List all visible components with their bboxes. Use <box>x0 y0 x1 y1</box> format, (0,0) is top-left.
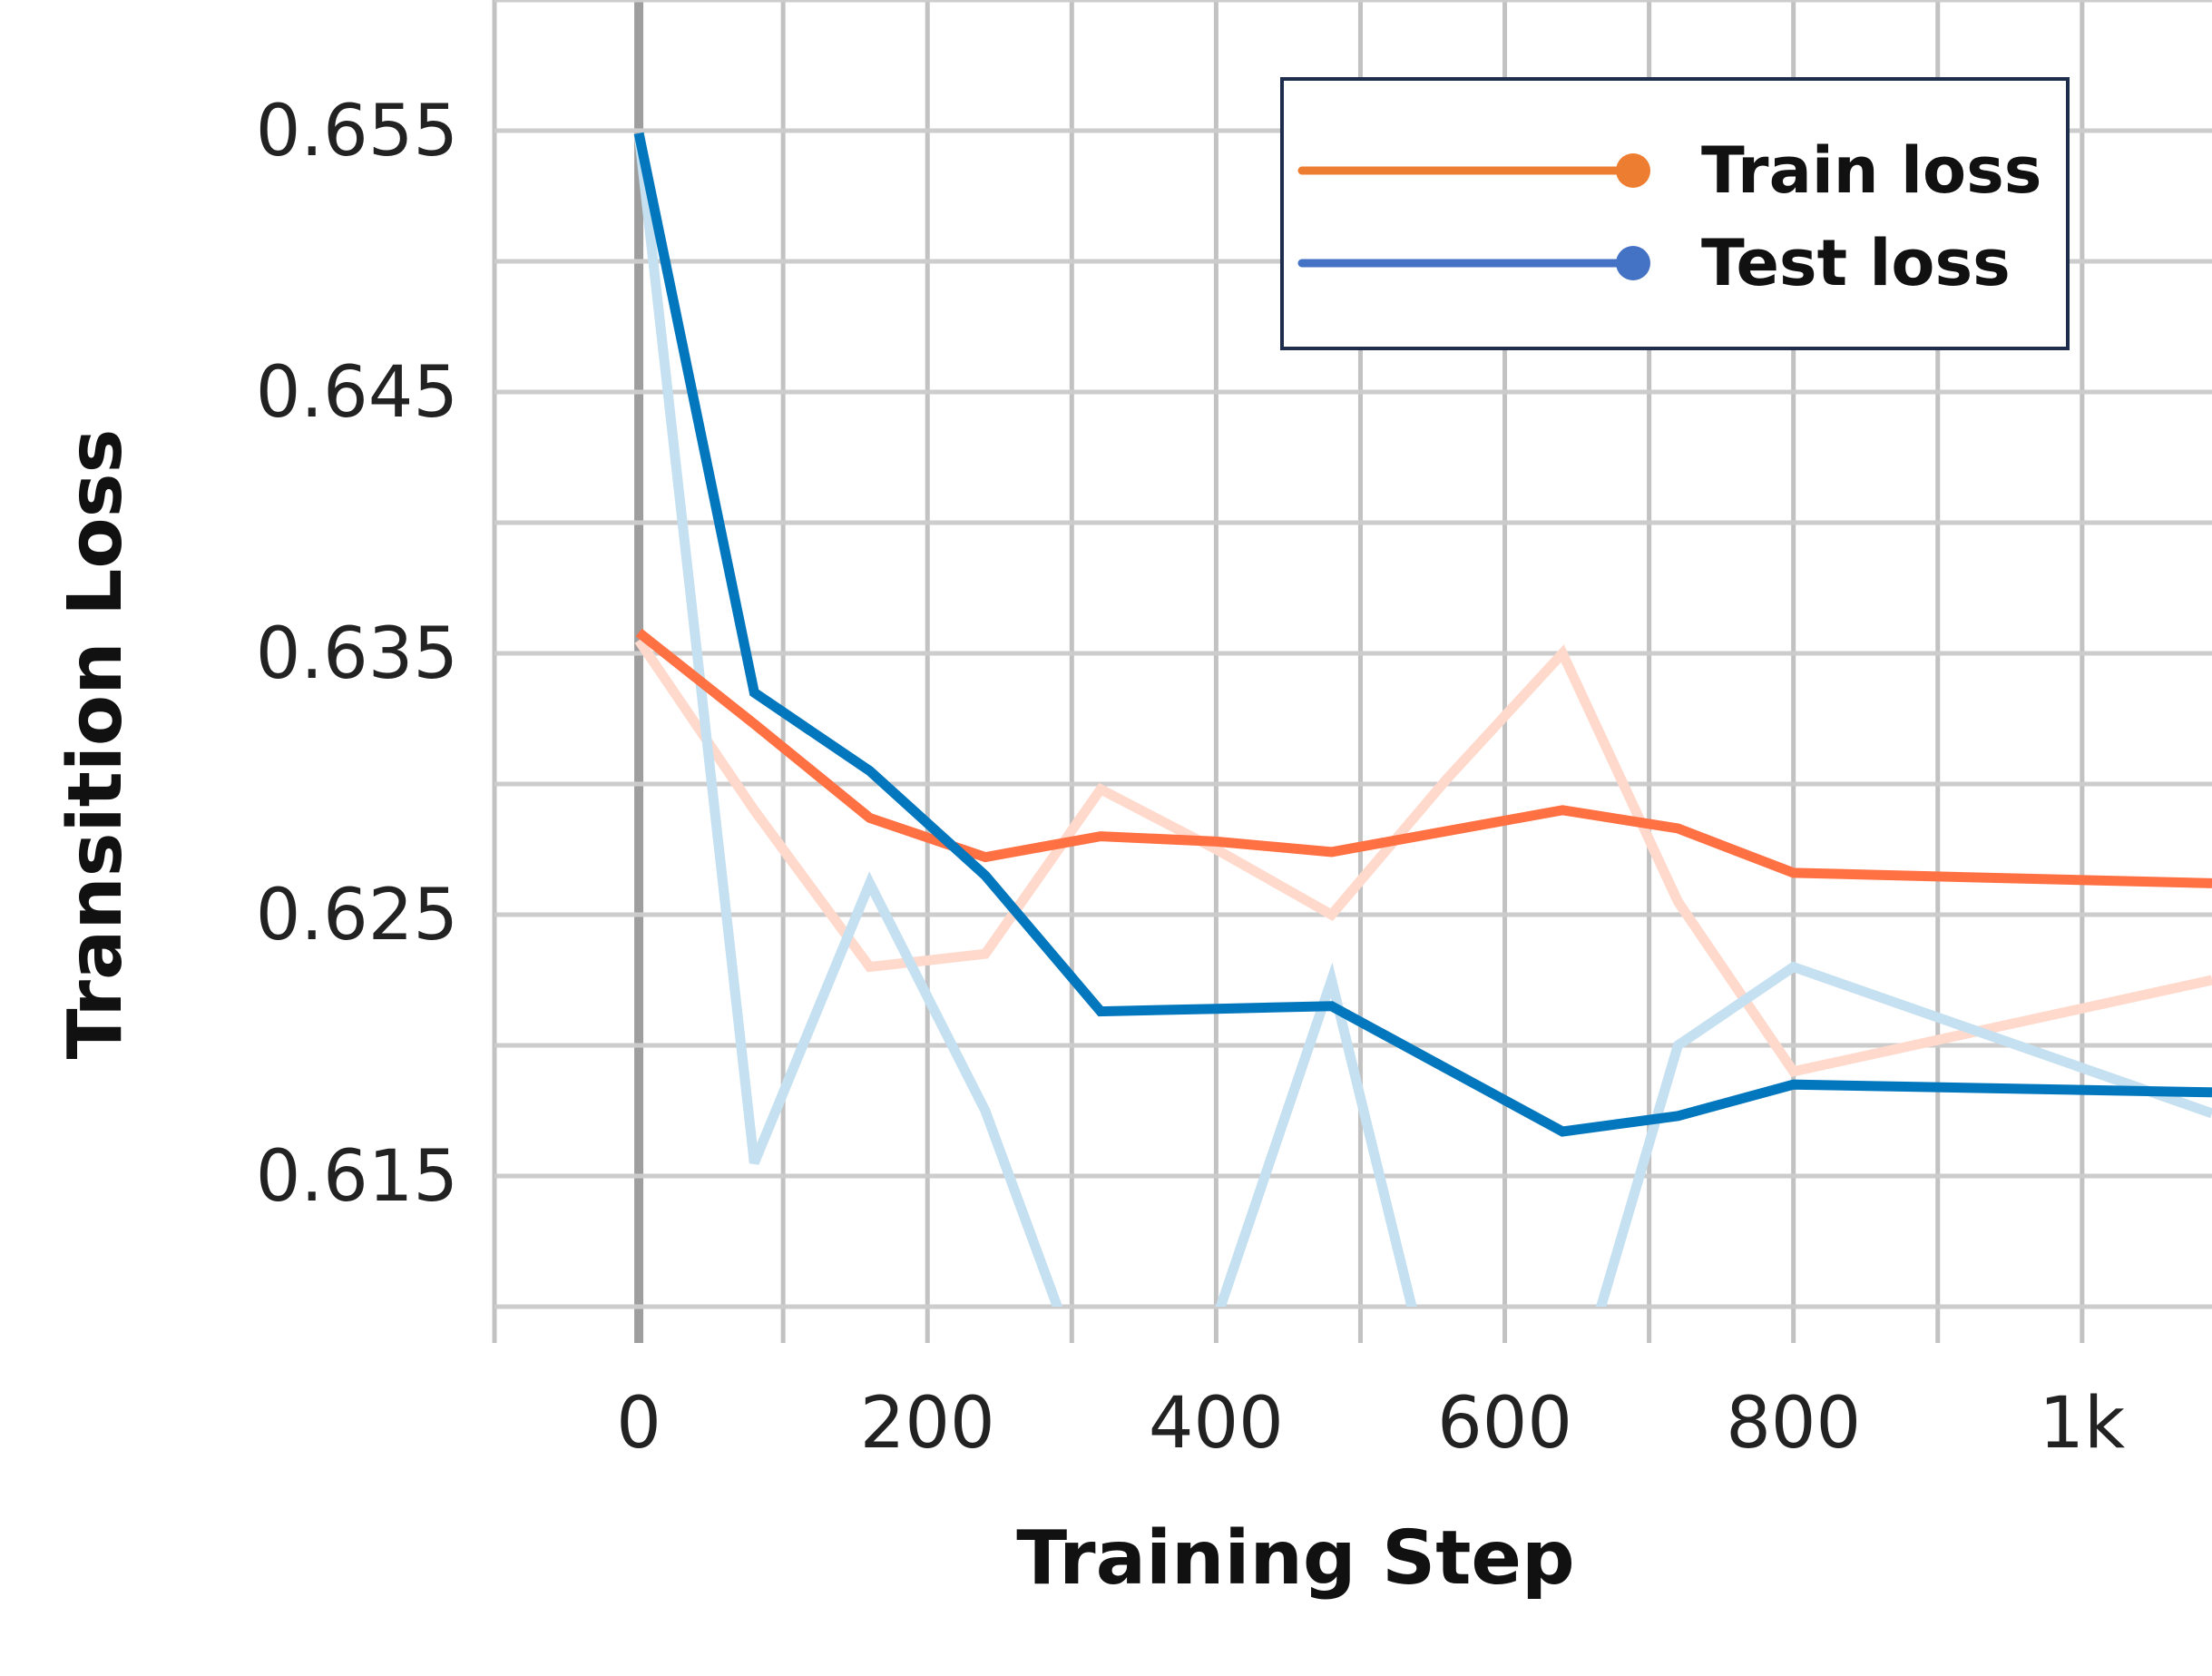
series-line-test <box>633 132 2212 1137</box>
legend-item-train: Train loss <box>1297 133 2041 208</box>
y-axis-ticks: 0.615 0.625 0.635 0.645 0.655 <box>256 91 458 1218</box>
legend: Train loss Test loss <box>1280 77 2070 350</box>
legend-box <box>1280 77 2070 350</box>
legend-swatch-dot-train <box>1616 153 1650 188</box>
x-tick-label: 0 <box>616 1383 661 1465</box>
y-axis-title: Transition Loss <box>53 429 139 1060</box>
smoothed-lines <box>633 132 2212 1137</box>
x-tick-label: 200 <box>860 1383 995 1465</box>
legend-label-test: Test loss <box>1701 226 2011 300</box>
x-tick-label: 1k <box>2039 1383 2125 1465</box>
series-line-train <box>635 628 2212 888</box>
raw-lines <box>633 132 2212 1307</box>
y-tick-label: 0.655 <box>256 91 458 172</box>
y-tick-label: 0.615 <box>256 1136 458 1218</box>
x-tick-label: 800 <box>1726 1383 1861 1465</box>
legend-label-train: Train loss <box>1701 133 2041 208</box>
y-tick-label: 0.645 <box>256 352 458 434</box>
raw-line-test <box>633 132 2212 1307</box>
x-tick-label: 400 <box>1149 1383 1284 1465</box>
x-tick-label: 600 <box>1437 1383 1572 1465</box>
y-tick-label: 0.635 <box>256 613 458 695</box>
legend-swatch-dot-test <box>1616 246 1650 280</box>
legend-item-test: Test loss <box>1297 226 2011 300</box>
y-tick-label: 0.625 <box>256 875 458 956</box>
x-axis-ticks: 0 200 400 600 800 1k <box>616 1383 2125 1465</box>
x-axis-title: Training Step <box>1016 1515 1574 1602</box>
